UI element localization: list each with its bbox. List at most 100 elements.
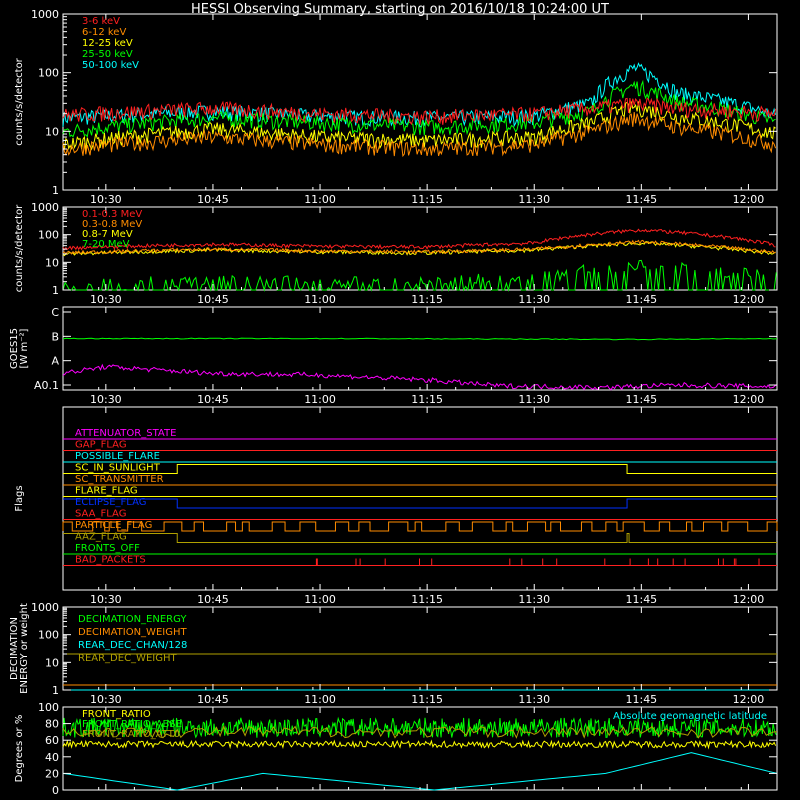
- decim-xtick-label: 10:30: [90, 693, 122, 706]
- lowE-frame: [62, 13, 778, 191]
- flag-label: ECLIPSE_FLAG: [75, 497, 146, 508]
- highE-ytick-label: 1: [52, 284, 59, 297]
- decim-legend-item: REAR_DEC_WEIGHT: [78, 653, 177, 664]
- ratio-ytick-label: 0: [52, 784, 59, 797]
- ratio-ytick-label: 100: [38, 701, 59, 714]
- flag-line: [63, 558, 777, 566]
- flags-xtick-label: 11:00: [304, 593, 336, 606]
- flag-line: [63, 498, 777, 509]
- goes-ytick-label: B: [51, 330, 59, 343]
- decim-ytick-label: 10: [45, 656, 59, 669]
- lowE-ytick-label: 1000: [31, 8, 59, 21]
- highE-legend-item: 0.8-7 MeV: [82, 229, 133, 240]
- flag-label: GAP_FLAG: [75, 440, 127, 451]
- lowE-ylabel: counts/s/detector: [14, 57, 25, 145]
- flag-label: FLARE_FLAG: [75, 486, 138, 497]
- lowE-xtick-label: 10:45: [197, 193, 229, 206]
- lowE-ytick-label: 10: [45, 125, 59, 138]
- ratio-series-cyan: [62, 752, 778, 791]
- flag-label: FRONTS_OFF: [75, 543, 140, 554]
- goes-xtick-label: 11:30: [518, 393, 550, 406]
- ratio-ytick-label: 80: [45, 718, 59, 731]
- highE-xtick-label: 11:15: [411, 293, 443, 306]
- lowE-series-yellow: [62, 101, 776, 151]
- highE-xtick-label: 10:30: [90, 293, 122, 306]
- decim-xtick-label: 11:30: [518, 693, 550, 706]
- decim-ytick-label: 1000: [31, 601, 59, 614]
- decim-legend-item: DECIMATION_ENERGY: [78, 614, 187, 625]
- flags-xtick-label: 11:30: [518, 593, 550, 606]
- lowE-series-cyan: [62, 62, 777, 128]
- lowE-xtick-label: 12:00: [733, 193, 765, 206]
- goes-xtick-label: 11:15: [411, 393, 443, 406]
- highE-ytick-label: 10: [45, 256, 59, 269]
- flags-ylabel: Flags: [14, 485, 25, 511]
- decim-xtick-label: 12:00: [733, 693, 765, 706]
- lowE-xtick-label: 11:00: [304, 193, 336, 206]
- decim-ytick-label: 1: [52, 684, 59, 697]
- highE-xtick-label: 11:30: [518, 293, 550, 306]
- flag-line: [63, 533, 777, 543]
- lowE-ytick-label: 100: [38, 67, 59, 80]
- goes-ytick-label: A0.1: [34, 379, 59, 392]
- ratio-legend-item: FRONT_RATIO: [82, 709, 151, 720]
- highE-xtick-label: 11:00: [304, 293, 336, 306]
- lowE-legend-item: 50-100 keV: [82, 60, 139, 71]
- ratio-annotation: Absolute geomagnetic latitude: [613, 711, 767, 722]
- ratio-ytick-label: 40: [45, 751, 59, 764]
- lowE-xtick-label: 10:30: [90, 193, 122, 206]
- decim-xtick-label: 11:45: [625, 693, 657, 706]
- ratio-ytick-label: 60: [45, 734, 59, 747]
- ratio-series-green: [62, 716, 777, 739]
- lowE-ytick-label: 1: [52, 184, 59, 197]
- highE-ytick-label: 100: [38, 229, 59, 242]
- highE-series-orange: [62, 239, 776, 255]
- ratio-legend-item: FRONT_RATIO_ABSE: [82, 719, 182, 730]
- lowE-legend-item: 6-12 keV: [82, 27, 126, 38]
- flag-label: SC_IN_SUNLIGHT: [75, 463, 161, 474]
- highE-legend-item: 0.3-0.8 MeV: [82, 219, 142, 230]
- highE-xtick-label: 12:00: [733, 293, 765, 306]
- highE-xtick-label: 10:45: [197, 293, 229, 306]
- lowE-xtick-label: 11:30: [518, 193, 550, 206]
- flags-xtick-label: 10:45: [197, 593, 229, 606]
- goes-frame: [62, 306, 778, 391]
- highE-legend-item: 0.1-0.3 MeV: [82, 209, 142, 220]
- goes-ylabel: GOES15: [9, 328, 20, 369]
- lowE-xtick-label: 11:45: [625, 193, 657, 206]
- lowE-legend-item: 3-6 keV: [82, 16, 120, 27]
- decim-ylabel: DECIMATION: [9, 617, 20, 680]
- highE-series-red: [62, 228, 776, 251]
- lowE-legend-item: 12-25 keV: [82, 38, 133, 49]
- highE-ylabel: counts/s/detector: [14, 204, 25, 292]
- page-title: HESSI Observing Summary, starting on 201…: [191, 2, 609, 17]
- lowE-series-orange: [62, 111, 777, 158]
- goes-ytick-label: C: [51, 306, 59, 319]
- ratio-ytick-label: 20: [45, 767, 59, 780]
- flags-xtick-label: 10:30: [90, 593, 122, 606]
- flag-label: PARTICLE_FLAG: [75, 520, 152, 531]
- highE-legend-item: 7-20 MeV: [82, 239, 130, 250]
- lowE-series-red: [62, 97, 777, 126]
- flags-xtick-label: 11:45: [625, 593, 657, 606]
- decim-legend-item: REAR_DEC_CHAN/128: [78, 640, 187, 651]
- goes-xtick-label: 12:00: [733, 393, 765, 406]
- flag-label: POSSIBLE_FLARE: [75, 451, 160, 462]
- flag-line: [62, 521, 778, 532]
- decim-xtick-label: 11:15: [411, 693, 443, 706]
- highE-xtick-label: 11:45: [625, 293, 657, 306]
- flag-label: ATTENUATOR_STATE: [75, 428, 176, 439]
- goes-xtick-label: 11:45: [625, 393, 657, 406]
- decim-xtick-label: 10:45: [197, 693, 229, 706]
- ratio-series-yellow: [62, 739, 777, 750]
- flag-label: SAA_FLAG: [75, 509, 126, 520]
- flag-line: [63, 464, 777, 474]
- goes-ytick-label: A: [51, 355, 59, 368]
- goes-series-magenta: [62, 363, 777, 391]
- lowE-xtick-label: 11:15: [411, 193, 443, 206]
- flag-label: BAD_PACKETS: [75, 555, 146, 566]
- ratio-ylabel: Degrees or %: [14, 715, 25, 783]
- decim-ytick-label: 100: [38, 629, 59, 642]
- ratio-series-olive: [62, 725, 778, 739]
